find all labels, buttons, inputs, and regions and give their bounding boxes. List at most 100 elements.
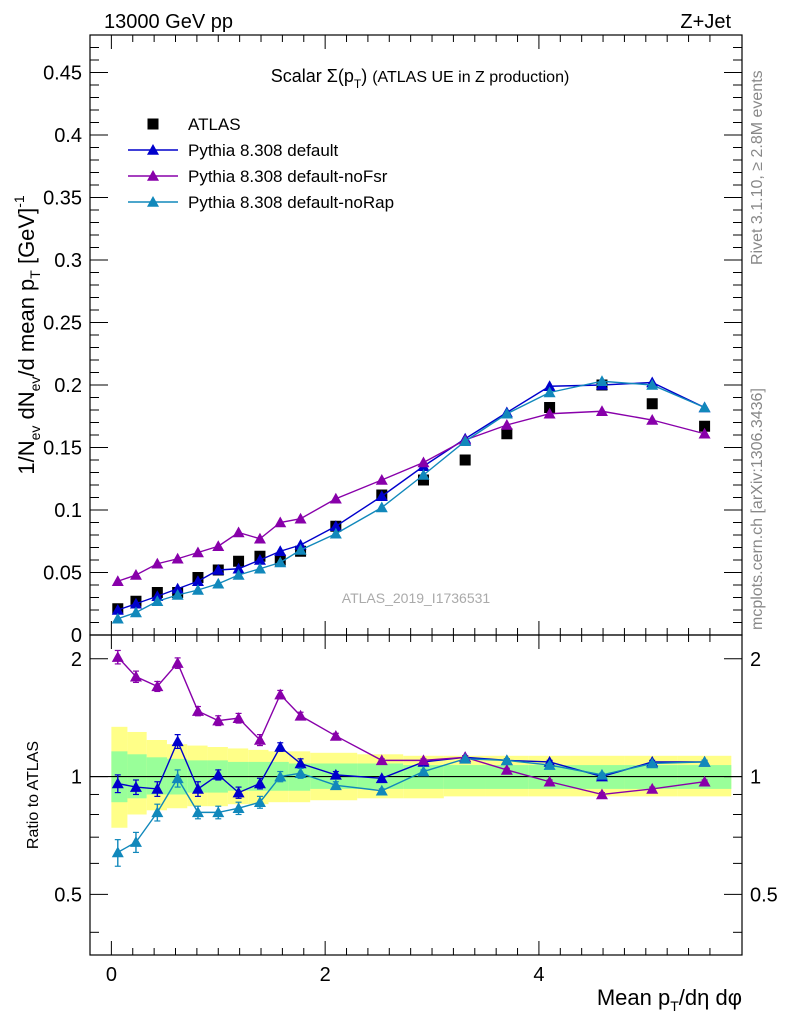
data-point (151, 557, 164, 569)
data-point (129, 606, 142, 618)
x-axis-label: Mean pT/dη dφ (597, 985, 742, 1014)
data-point (111, 612, 124, 624)
data-point (171, 552, 184, 564)
data-point (274, 688, 287, 700)
y-tick-label: 0.2 (54, 375, 82, 397)
data-point (212, 714, 225, 726)
y-tick-label: 1 (71, 767, 82, 789)
data-point (274, 770, 287, 782)
data-point (232, 712, 245, 723)
y-tick-label-right: 0.5 (750, 884, 778, 906)
legend-marker (147, 144, 159, 155)
y-tick-label: 0.15 (43, 438, 82, 460)
series-pythia-8-308-default-norap (111, 375, 711, 624)
y-axis-label: 1/Nev dNev/d mean pT [GeV]-1 (11, 195, 43, 475)
data-point (253, 554, 266, 565)
y-tick-label: 0.1 (54, 500, 82, 522)
data-point (111, 777, 124, 789)
y-tick-label: 2 (71, 649, 82, 671)
data-point (232, 562, 245, 574)
data-point (253, 777, 266, 789)
mcplots-label: mcplots.cern.ch [arXiv:1306.3436] (749, 388, 766, 630)
data-point (646, 398, 658, 410)
main-panel: 0 0.05 0.1 0.15 0.2 0.25 0.3 0.35 0.4 0.45 Scalar… (11, 34, 743, 647)
data-point (232, 569, 245, 580)
data-point (111, 846, 124, 858)
x-tick-label: 4 (533, 964, 544, 986)
data-point (212, 564, 225, 575)
data-point (171, 582, 184, 594)
data-point (111, 651, 124, 662)
data-point (329, 729, 342, 741)
data-point (375, 474, 388, 485)
legend-label: Pythia 8.308 default-noFsr (188, 167, 388, 186)
data-point (500, 407, 513, 419)
data-point (274, 516, 287, 528)
data-point (595, 375, 608, 387)
x-tick-label: 0 (106, 964, 117, 986)
data-point (543, 380, 556, 392)
series-pythia-8-308-default (111, 376, 711, 615)
data-point (274, 556, 287, 568)
energy-label: 13000 GeV pp (104, 11, 233, 33)
data-point (375, 490, 388, 502)
data-point (294, 767, 307, 779)
data-point (544, 402, 556, 413)
y-tick-label: 0.45 (43, 63, 82, 85)
data-point (698, 427, 711, 439)
data-point (294, 709, 307, 721)
y-tick-label: 0 (71, 625, 82, 647)
legend-label: ATLAS (188, 115, 241, 134)
series-line (117, 410, 705, 582)
data-point (329, 768, 342, 780)
data-point (417, 754, 430, 766)
data-point (646, 757, 659, 769)
process-label: Z+Jet (680, 11, 731, 33)
data-point (212, 768, 225, 780)
y-tick-label: 0.35 (43, 188, 82, 210)
data-point (151, 806, 164, 818)
data-point (151, 680, 164, 692)
data-point (595, 788, 608, 800)
data-point (212, 540, 225, 552)
data-point (253, 532, 266, 544)
data-point (129, 569, 142, 580)
data-point (417, 456, 430, 468)
data-point (646, 414, 659, 425)
y-tick-label: 0.05 (43, 563, 82, 585)
data-point (129, 670, 142, 682)
data-point (294, 512, 307, 524)
data-point (232, 526, 245, 538)
data-point (329, 492, 342, 504)
ratio-series-pythia-8-308-default-nofsr (111, 649, 711, 800)
y-tick-label: 0.5 (54, 884, 82, 906)
ratio-series-pythia-8-308-default-norap (111, 752, 711, 867)
data-point (253, 734, 266, 745)
y-tick-label-right: 1 (750, 767, 761, 789)
data-point (375, 784, 388, 796)
data-point (329, 779, 342, 791)
data-point (191, 806, 204, 818)
data-point (646, 782, 659, 794)
rivet-label: Rivet 3.1.10, ≥ 2.8M events (749, 70, 766, 265)
data-point (171, 735, 184, 747)
data-point (698, 755, 711, 767)
data-point (274, 545, 287, 557)
data-point (698, 775, 711, 787)
data-point (171, 589, 184, 600)
data-point (294, 544, 307, 555)
data-point (171, 772, 184, 784)
data-point (171, 657, 184, 668)
data-point (459, 752, 472, 764)
data-point (417, 765, 430, 777)
data-point (232, 786, 245, 798)
data-point (459, 454, 471, 466)
data-point (329, 520, 342, 532)
data-point (329, 527, 342, 539)
data-point (500, 763, 513, 775)
ratio-frame (89, 634, 743, 956)
series-line (117, 380, 705, 620)
data-point (111, 575, 124, 587)
data-point (212, 806, 225, 818)
